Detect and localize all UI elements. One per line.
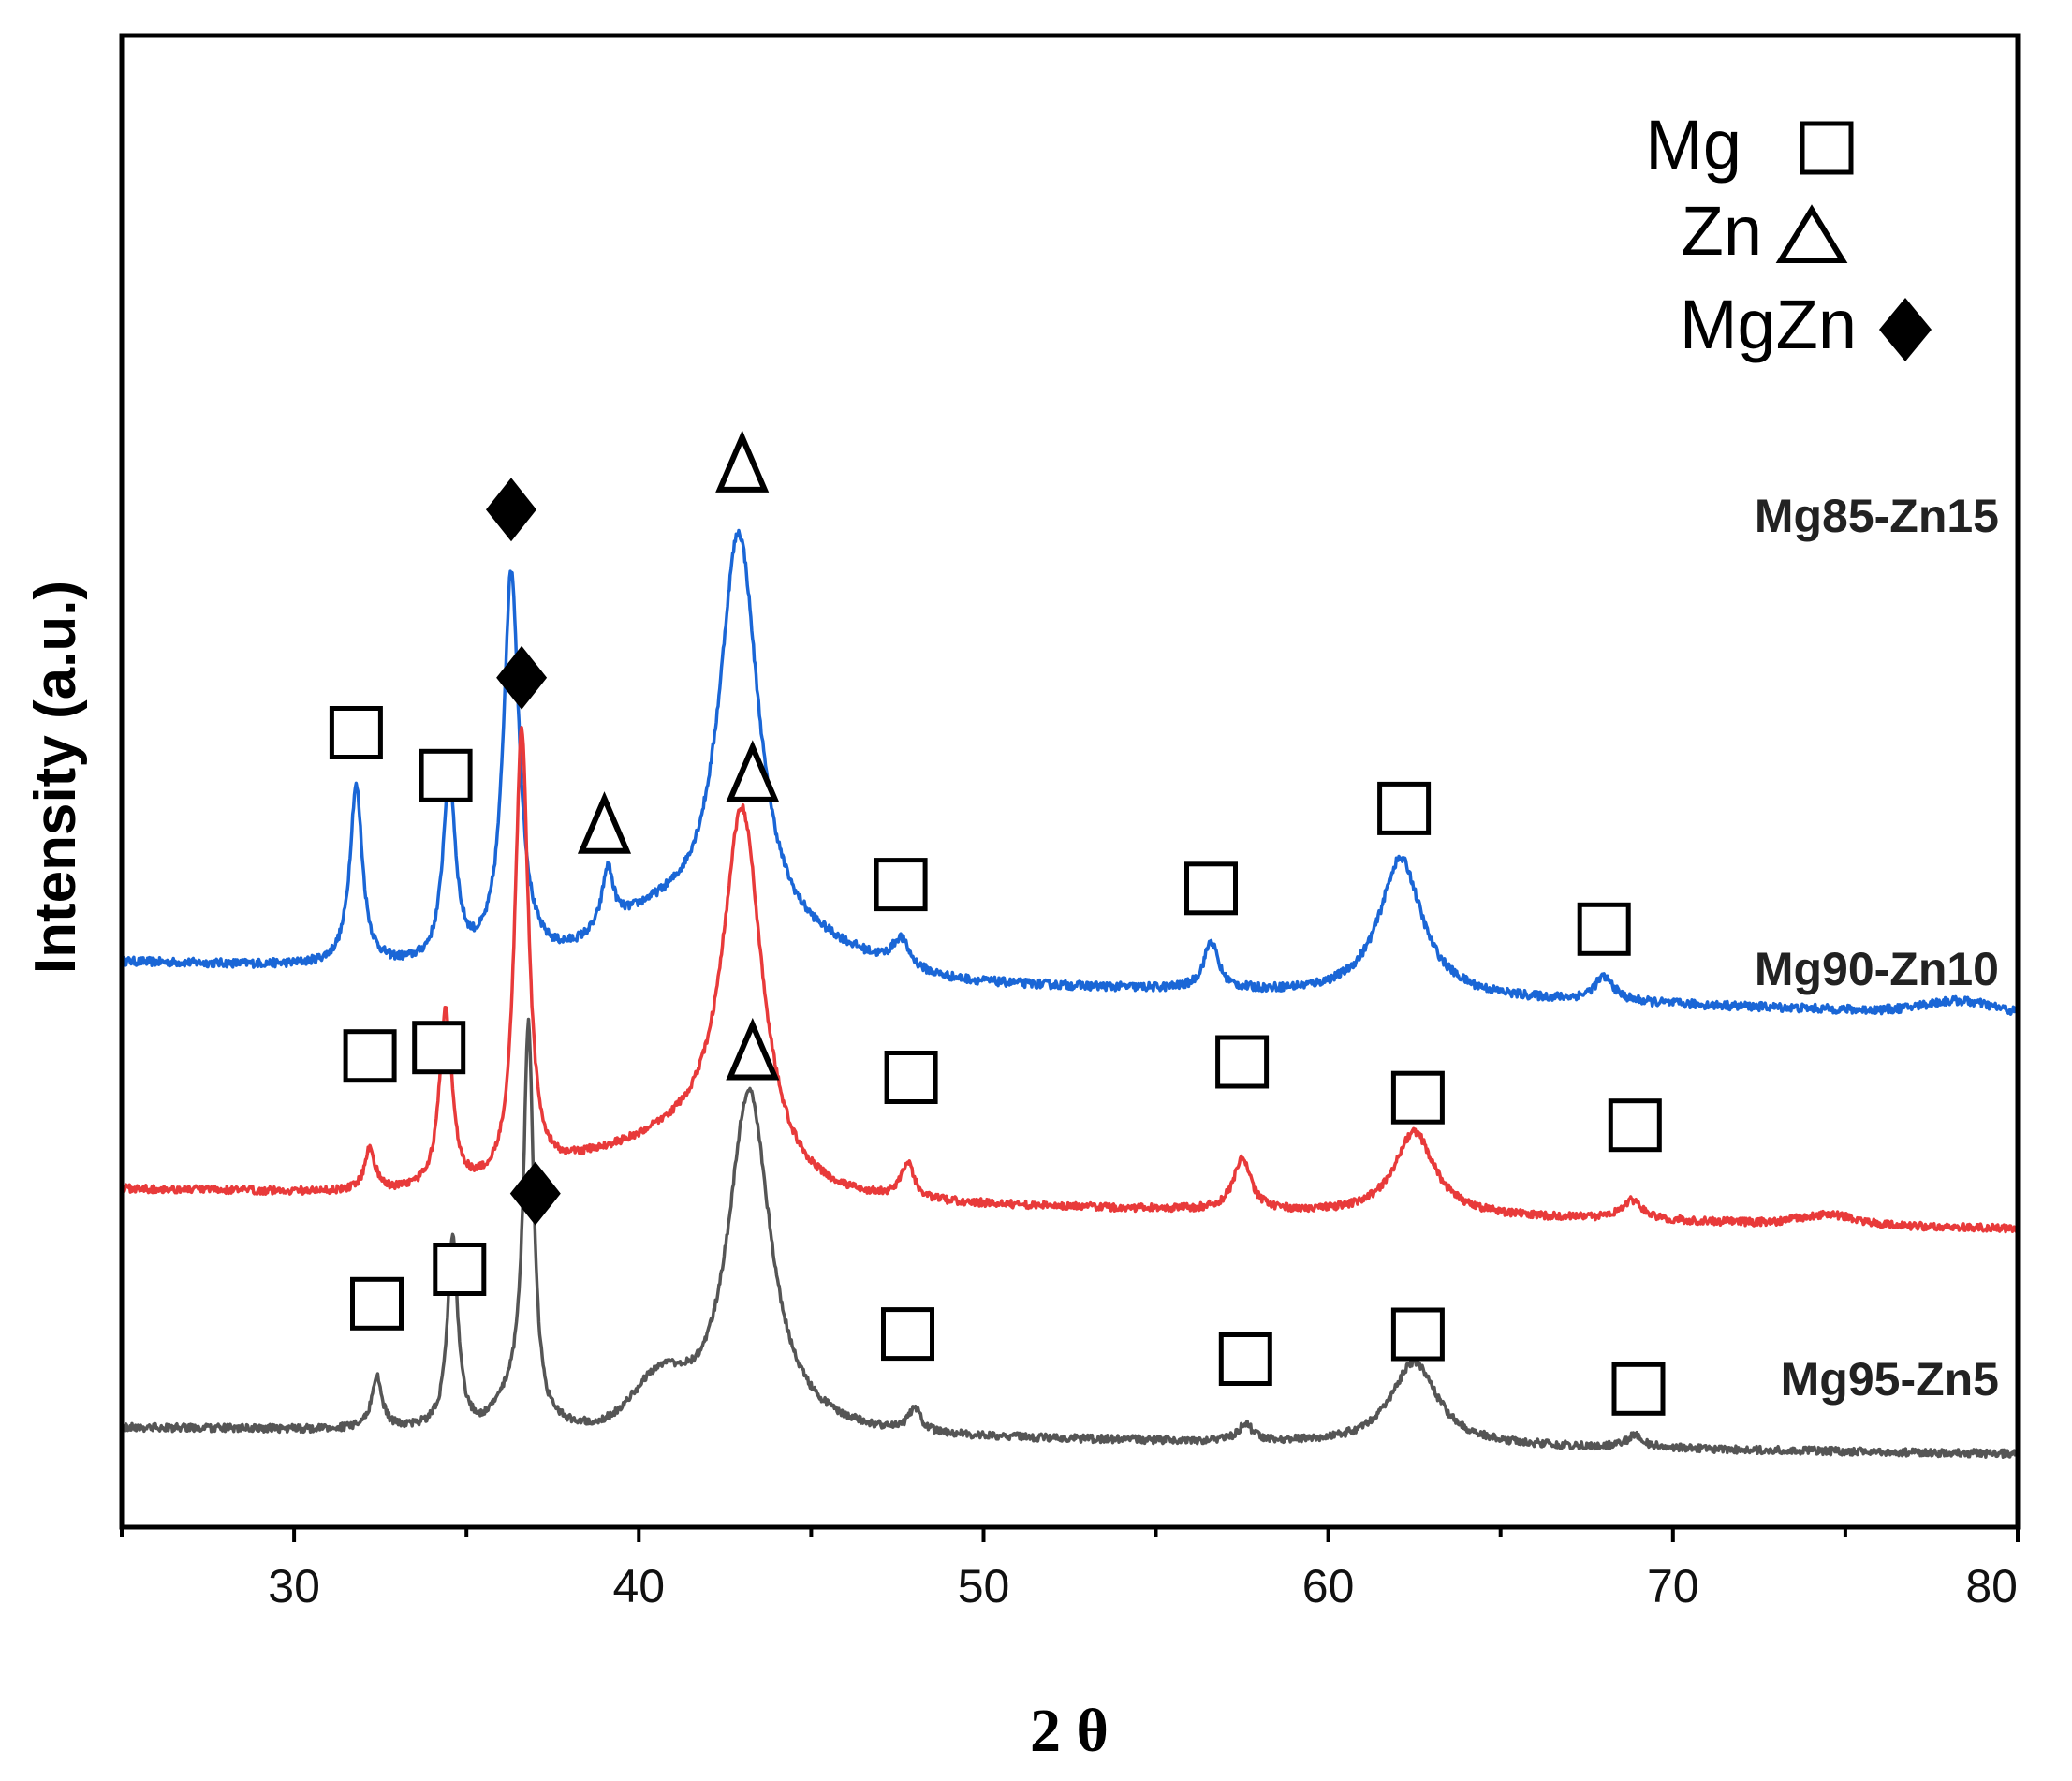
x-tick-label: 50 [958, 1560, 1010, 1612]
mg-square-marker [1390, 1070, 1445, 1125]
mg-square-marker [1184, 861, 1238, 916]
x-tick-label: 60 [1302, 1560, 1355, 1612]
x-tick-label: 80 [1965, 1560, 2018, 1612]
series-line-mg85-zn15 [120, 528, 2020, 1016]
zn-triangle-marker [577, 791, 632, 854]
legend-label-mg: Mg [1645, 106, 1741, 184]
series-label-mg85-zn15: Mg85-Zn15 [1755, 490, 1999, 542]
mg-square-marker [881, 1307, 934, 1362]
mg-square-marker [329, 706, 383, 759]
legend-label-zn: Zn [1682, 192, 1762, 270]
mg-square-marker [884, 1051, 938, 1104]
legend: Mg Zn MgZn [1645, 106, 1932, 363]
mg-square-marker [1577, 902, 1631, 956]
mg-square-marker [412, 1021, 466, 1075]
series-line-mg90-zn10 [120, 726, 2020, 1234]
marker-layer [329, 430, 1666, 1416]
mg-square-marker [1390, 1307, 1445, 1362]
series-line-mg95-zn5 [120, 1017, 2020, 1460]
mg-square-marker [419, 748, 473, 802]
series-label-mg90-zn10: Mg90-Zn10 [1755, 943, 1999, 995]
series-layer [120, 528, 2020, 1460]
plot-frame [119, 33, 2021, 1530]
mgzn-diamond-marker [509, 1161, 561, 1226]
mg-square-marker [874, 858, 928, 912]
legend-triangle-icon [1775, 204, 1848, 263]
mg-square-marker [343, 1029, 397, 1083]
zn-triangle-marker [726, 740, 780, 802]
mgzn-diamond-marker [496, 645, 548, 710]
x-tick-label: 70 [1647, 1560, 1699, 1612]
x-tick-label: 30 [268, 1560, 320, 1612]
zn-triangle-marker [726, 1017, 780, 1081]
mg-square-marker [1608, 1098, 1662, 1153]
mg-square-marker [1218, 1332, 1272, 1386]
x-axis-ticks: 30 40 50 60 70 80 [120, 1527, 2020, 1612]
x-axis-title: 2 θ [1030, 1697, 1109, 1765]
legend-diamond-icon [1879, 298, 1932, 361]
series-label-mg95-zn5: Mg95-Zn5 [1781, 1353, 1999, 1406]
zn-triangle-marker [715, 430, 770, 493]
mg-square-marker [1611, 1362, 1666, 1416]
y-axis-title: Intensity (a.u.) [23, 581, 88, 974]
mgzn-diamond-marker [486, 478, 536, 542]
mg-square-marker [350, 1276, 404, 1331]
mg-square-marker [1215, 1035, 1270, 1089]
mg-square-marker [433, 1243, 487, 1296]
legend-label-mgzn: MgZn [1680, 286, 1857, 363]
x-tick-label: 40 [612, 1560, 665, 1612]
mg-square-marker [1377, 781, 1432, 835]
legend-square-icon [1800, 121, 1854, 175]
